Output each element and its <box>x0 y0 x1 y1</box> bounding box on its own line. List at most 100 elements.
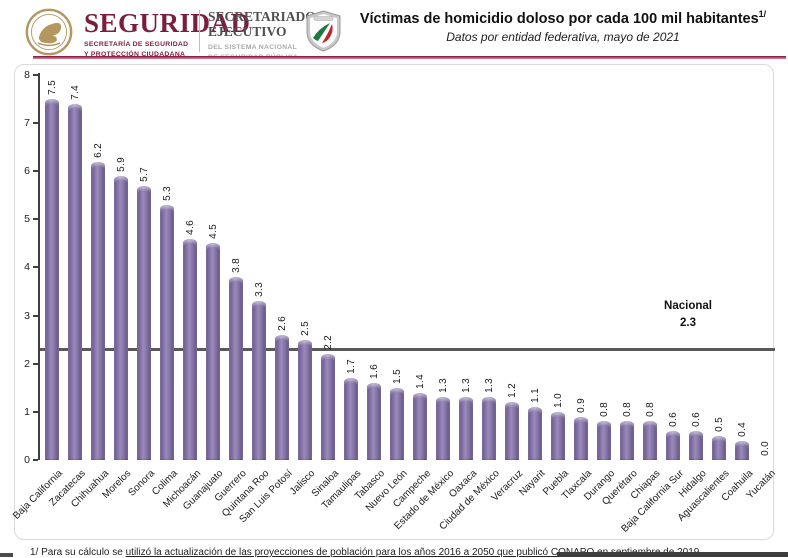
bar <box>551 412 565 460</box>
bar-value-label: 7.4 <box>69 85 81 100</box>
bar <box>413 393 427 460</box>
bar <box>321 354 335 460</box>
y-axis-tick <box>33 122 38 124</box>
bar-value-label: 5.7 <box>138 167 150 182</box>
secretariado-block: SECRETARIADO EJECUTIVO DEL SISTEMA NACIO… <box>208 9 316 63</box>
y-axis-tick-label: 7 <box>24 117 30 129</box>
y-axis-tick <box>33 74 38 76</box>
bar <box>367 383 381 460</box>
y-axis-tick-label: 3 <box>24 310 30 322</box>
bar <box>114 176 128 460</box>
bar-value-label: 0.5 <box>713 417 725 432</box>
bar <box>229 277 243 460</box>
bar-value-label: 0.8 <box>621 402 633 417</box>
bottom-edge-band-right <box>557 552 788 557</box>
header-divider <box>199 10 200 52</box>
y-axis-tick-label: 8 <box>24 69 30 81</box>
bar <box>459 397 473 460</box>
footnote-link-text: utilizó la actualización de las proyecci… <box>125 547 703 558</box>
y-axis-tick <box>33 170 38 172</box>
bar-value-label: 0.8 <box>644 402 656 417</box>
bar <box>689 431 703 460</box>
bar <box>505 402 519 460</box>
x-axis-labels: Baja California Zacatecas Chihuahua Morelos… <box>11 463 778 535</box>
bar <box>666 431 680 460</box>
header-rule <box>33 56 786 59</box>
bar <box>574 417 588 460</box>
y-axis-tick-label: 1 <box>24 406 30 418</box>
y-axis-tick <box>33 266 38 268</box>
bar <box>91 162 105 460</box>
bar-value-label: 0.6 <box>667 412 679 427</box>
bar <box>712 436 726 460</box>
bar-value-label: 1.3 <box>437 378 449 393</box>
bar-value-label: 6.2 <box>92 143 104 158</box>
y-axis-tick <box>33 459 38 461</box>
nacional-annotation-label: Nacional <box>664 299 712 312</box>
sesnsp-shield-logo <box>306 10 341 52</box>
bar-value-label: 1.7 <box>345 359 357 374</box>
bar <box>252 301 266 460</box>
bar-value-label: 4.6 <box>184 220 196 235</box>
bottom-edge-band-left <box>0 553 13 557</box>
title-block: Víctimas de homicidio doloso por cada 10… <box>342 9 784 44</box>
bar-value-label: 2.5 <box>299 321 311 336</box>
bar <box>528 407 542 460</box>
bar-value-label: 1.1 <box>529 388 541 403</box>
bar <box>344 378 358 460</box>
y-axis-tick-label: 6 <box>24 165 30 177</box>
bar <box>735 441 749 460</box>
y-axis-tick <box>33 315 38 317</box>
y-axis-tick-label: 4 <box>24 261 30 273</box>
bar <box>68 104 82 460</box>
y-axis-tick-label: 2 <box>24 358 30 370</box>
bar-value-label: 4.5 <box>207 224 219 239</box>
bar <box>275 335 289 460</box>
bar-value-label: 3.3 <box>253 282 265 297</box>
bar <box>206 243 220 460</box>
nacional-reference-line <box>40 348 775 351</box>
bar-value-label: 1.3 <box>460 378 472 393</box>
bar <box>183 239 197 460</box>
title-footnote-marker: 1/ <box>758 9 767 19</box>
bar <box>620 421 634 460</box>
bar-value-label: 0.4 <box>736 422 748 437</box>
bar <box>643 421 657 460</box>
y-axis-tick <box>33 411 38 413</box>
bar-value-label: 0.8 <box>598 402 610 417</box>
plot-area: Nacional 2.3 7.5 7.4 6.2 5.9 5.7 5.3 4.6 4.5 3.8… <box>24 69 775 466</box>
secretariado-wordmark: SECRETARIADO EJECUTIVO <box>208 9 316 39</box>
bar <box>160 205 174 460</box>
seguridad-tagline: SECRETARÍA DE SEGURIDAD Y PROTECCIÓN CIU… <box>84 41 189 58</box>
bar <box>45 99 59 460</box>
page-title: Víctimas de homicidio doloso por cada 10… <box>359 9 767 27</box>
y-axis <box>38 73 40 460</box>
bar <box>436 397 450 460</box>
bar-value-label: 5.3 <box>161 186 173 201</box>
bar-value-label: 2.6 <box>276 316 288 331</box>
bar-value-label: 0.0 <box>759 441 771 456</box>
bar-value-label: 1.5 <box>391 369 403 384</box>
seguridad-brand: SEGURIDAD SECRETARÍA DE SEGURIDAD Y PROT… <box>84 8 251 59</box>
secretariado-subtitle: DEL SISTEMA NACIONAL DE SEGURIDAD PÚBLIC… <box>208 44 298 61</box>
y-axis-tick-label: 5 <box>24 213 30 225</box>
bar <box>597 421 611 460</box>
bar-value-label: 0.6 <box>690 412 702 427</box>
nacional-annotation-value: 2.3 <box>680 316 696 329</box>
bar-value-label: 3.8 <box>230 258 242 273</box>
bar-value-label: 0.9 <box>575 398 587 413</box>
bar-value-label: 1.0 <box>552 393 564 408</box>
bar <box>482 397 496 460</box>
bar-value-label: 5.9 <box>115 157 127 172</box>
bar <box>390 388 404 460</box>
bar-value-label: 1.2 <box>506 383 518 398</box>
y-axis-tick <box>33 218 38 220</box>
bar-value-label: 7.5 <box>46 80 58 95</box>
bar <box>137 186 151 460</box>
seguridad-wordmark: SEGURIDAD <box>84 8 251 38</box>
y-axis-tick-label: 0 <box>24 454 30 466</box>
nacional-annotation: Nacional 2.3 <box>638 298 738 333</box>
bar-value-label: 1.6 <box>368 364 380 379</box>
chart-frame <box>14 64 774 540</box>
y-axis-tick <box>33 363 38 365</box>
